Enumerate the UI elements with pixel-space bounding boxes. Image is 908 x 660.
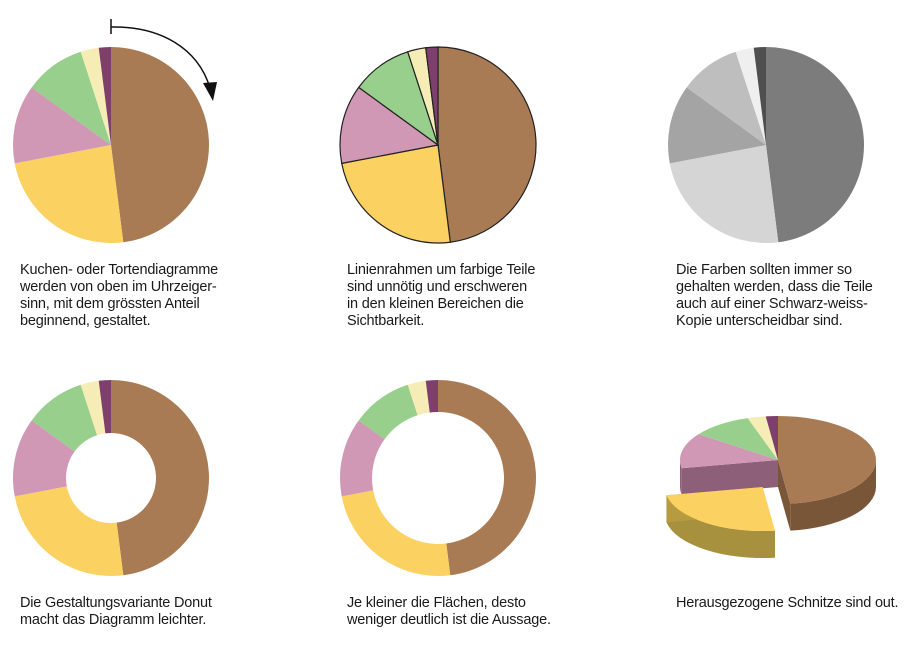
- caption-line: Je kleiner die Flächen, desto: [347, 595, 526, 611]
- caption-line: sind unnötig und erschweren: [347, 279, 527, 295]
- caption-pie-grayscale: Die Farben sollten immer so gehalten wer…: [676, 262, 873, 330]
- caption-pie-3d: Herausgezogene Schnitze sind out.: [676, 595, 899, 612]
- slice-second: [669, 145, 779, 243]
- slice-smallest: [98, 380, 111, 434]
- caption-line: auch auf einer Schwarz-weiss-: [676, 296, 868, 312]
- slice-fifth: [80, 380, 106, 436]
- slice-third: [12, 420, 75, 497]
- caption-pie-outlined: Linienrahmen um farbige Teile sind unnöt…: [347, 262, 535, 330]
- slice-largest: [111, 380, 210, 576]
- pie-outlined: [339, 46, 537, 244]
- slice-second: [14, 145, 124, 243]
- caption-line: Die Farben sollten immer so: [676, 262, 852, 278]
- caption-line: Kuchen- oder Tortendiagramme: [20, 262, 219, 278]
- slice-second-side: [666, 495, 776, 559]
- slice-smallest: [98, 47, 111, 145]
- caption-line: macht das Diagramm leichter.: [20, 612, 207, 628]
- caption-line: gehalten werden, dass die Teile: [676, 279, 873, 295]
- caption-pie-basic: Kuchen- oder Tortendiagramme werden von …: [20, 262, 218, 330]
- slice-fourth: [698, 418, 778, 460]
- slice-largest-edge: [778, 460, 791, 531]
- slice-fourth: [31, 384, 98, 452]
- pie-3d-exploded: [666, 416, 876, 559]
- slice-largest: [438, 380, 537, 576]
- slice-largest: [778, 416, 876, 504]
- slice-largest: [437, 46, 537, 243]
- slice-second: [341, 490, 451, 576]
- caption-line: weniger deutlich ist die Aussage.: [347, 612, 551, 628]
- slice-third: [339, 86, 440, 165]
- slice-third-edge: [681, 460, 778, 496]
- caption-line: Sichtbarkeit.: [347, 313, 425, 329]
- slice-smallest: [765, 416, 778, 460]
- slice-third: [13, 87, 111, 164]
- slice-fifth: [735, 47, 766, 145]
- slice-fourth: [358, 384, 418, 440]
- donut: [12, 380, 210, 576]
- caption-line: Herausgezogene Schnitze sind out.: [676, 595, 899, 611]
- caption-line: werden von oben im Uhrzeiger-: [20, 279, 217, 295]
- slice-third: [339, 420, 385, 497]
- slice-fourth: [31, 51, 111, 145]
- slice-third: [680, 434, 778, 469]
- slice-smallest: [425, 380, 438, 413]
- slice-fifth: [407, 380, 430, 416]
- slice-second: [666, 487, 776, 532]
- slice-largest: [766, 47, 864, 243]
- caption-line: Die Gestaltungsvariante Donut: [20, 595, 212, 611]
- caption-line: Linienrahmen um farbige Teile: [347, 262, 536, 278]
- caption-donut-thin: Je kleiner die Flächen, desto weniger de…: [347, 595, 551, 629]
- clockwise-arrow-icon: [110, 19, 217, 101]
- slice-fifth: [80, 47, 111, 145]
- slice-third-side: [680, 460, 682, 496]
- donut-thin: [339, 380, 537, 576]
- pie-grayscale: [668, 47, 864, 243]
- caption-line: in den kleinen Bereichen die: [347, 296, 524, 312]
- slice-fifth: [747, 416, 778, 460]
- slice-second: [14, 486, 124, 576]
- caption-line: Kopie unterscheidbar sind.: [676, 313, 843, 329]
- slice-largest-side: [790, 460, 876, 531]
- slice-second: [341, 144, 451, 244]
- slice-fourth: [686, 51, 766, 145]
- caption-line: sinn, mit dem grössten Anteil: [20, 296, 200, 312]
- slice-smallest: [425, 46, 439, 146]
- caption-donut: Die Gestaltungsvariante Donut macht das …: [20, 595, 212, 629]
- slice-third: [668, 87, 766, 164]
- slice-smallest: [753, 47, 766, 145]
- slice-largest: [111, 47, 209, 243]
- caption-line: beginnend, gestaltet.: [20, 313, 151, 329]
- pie-basic: [13, 19, 217, 243]
